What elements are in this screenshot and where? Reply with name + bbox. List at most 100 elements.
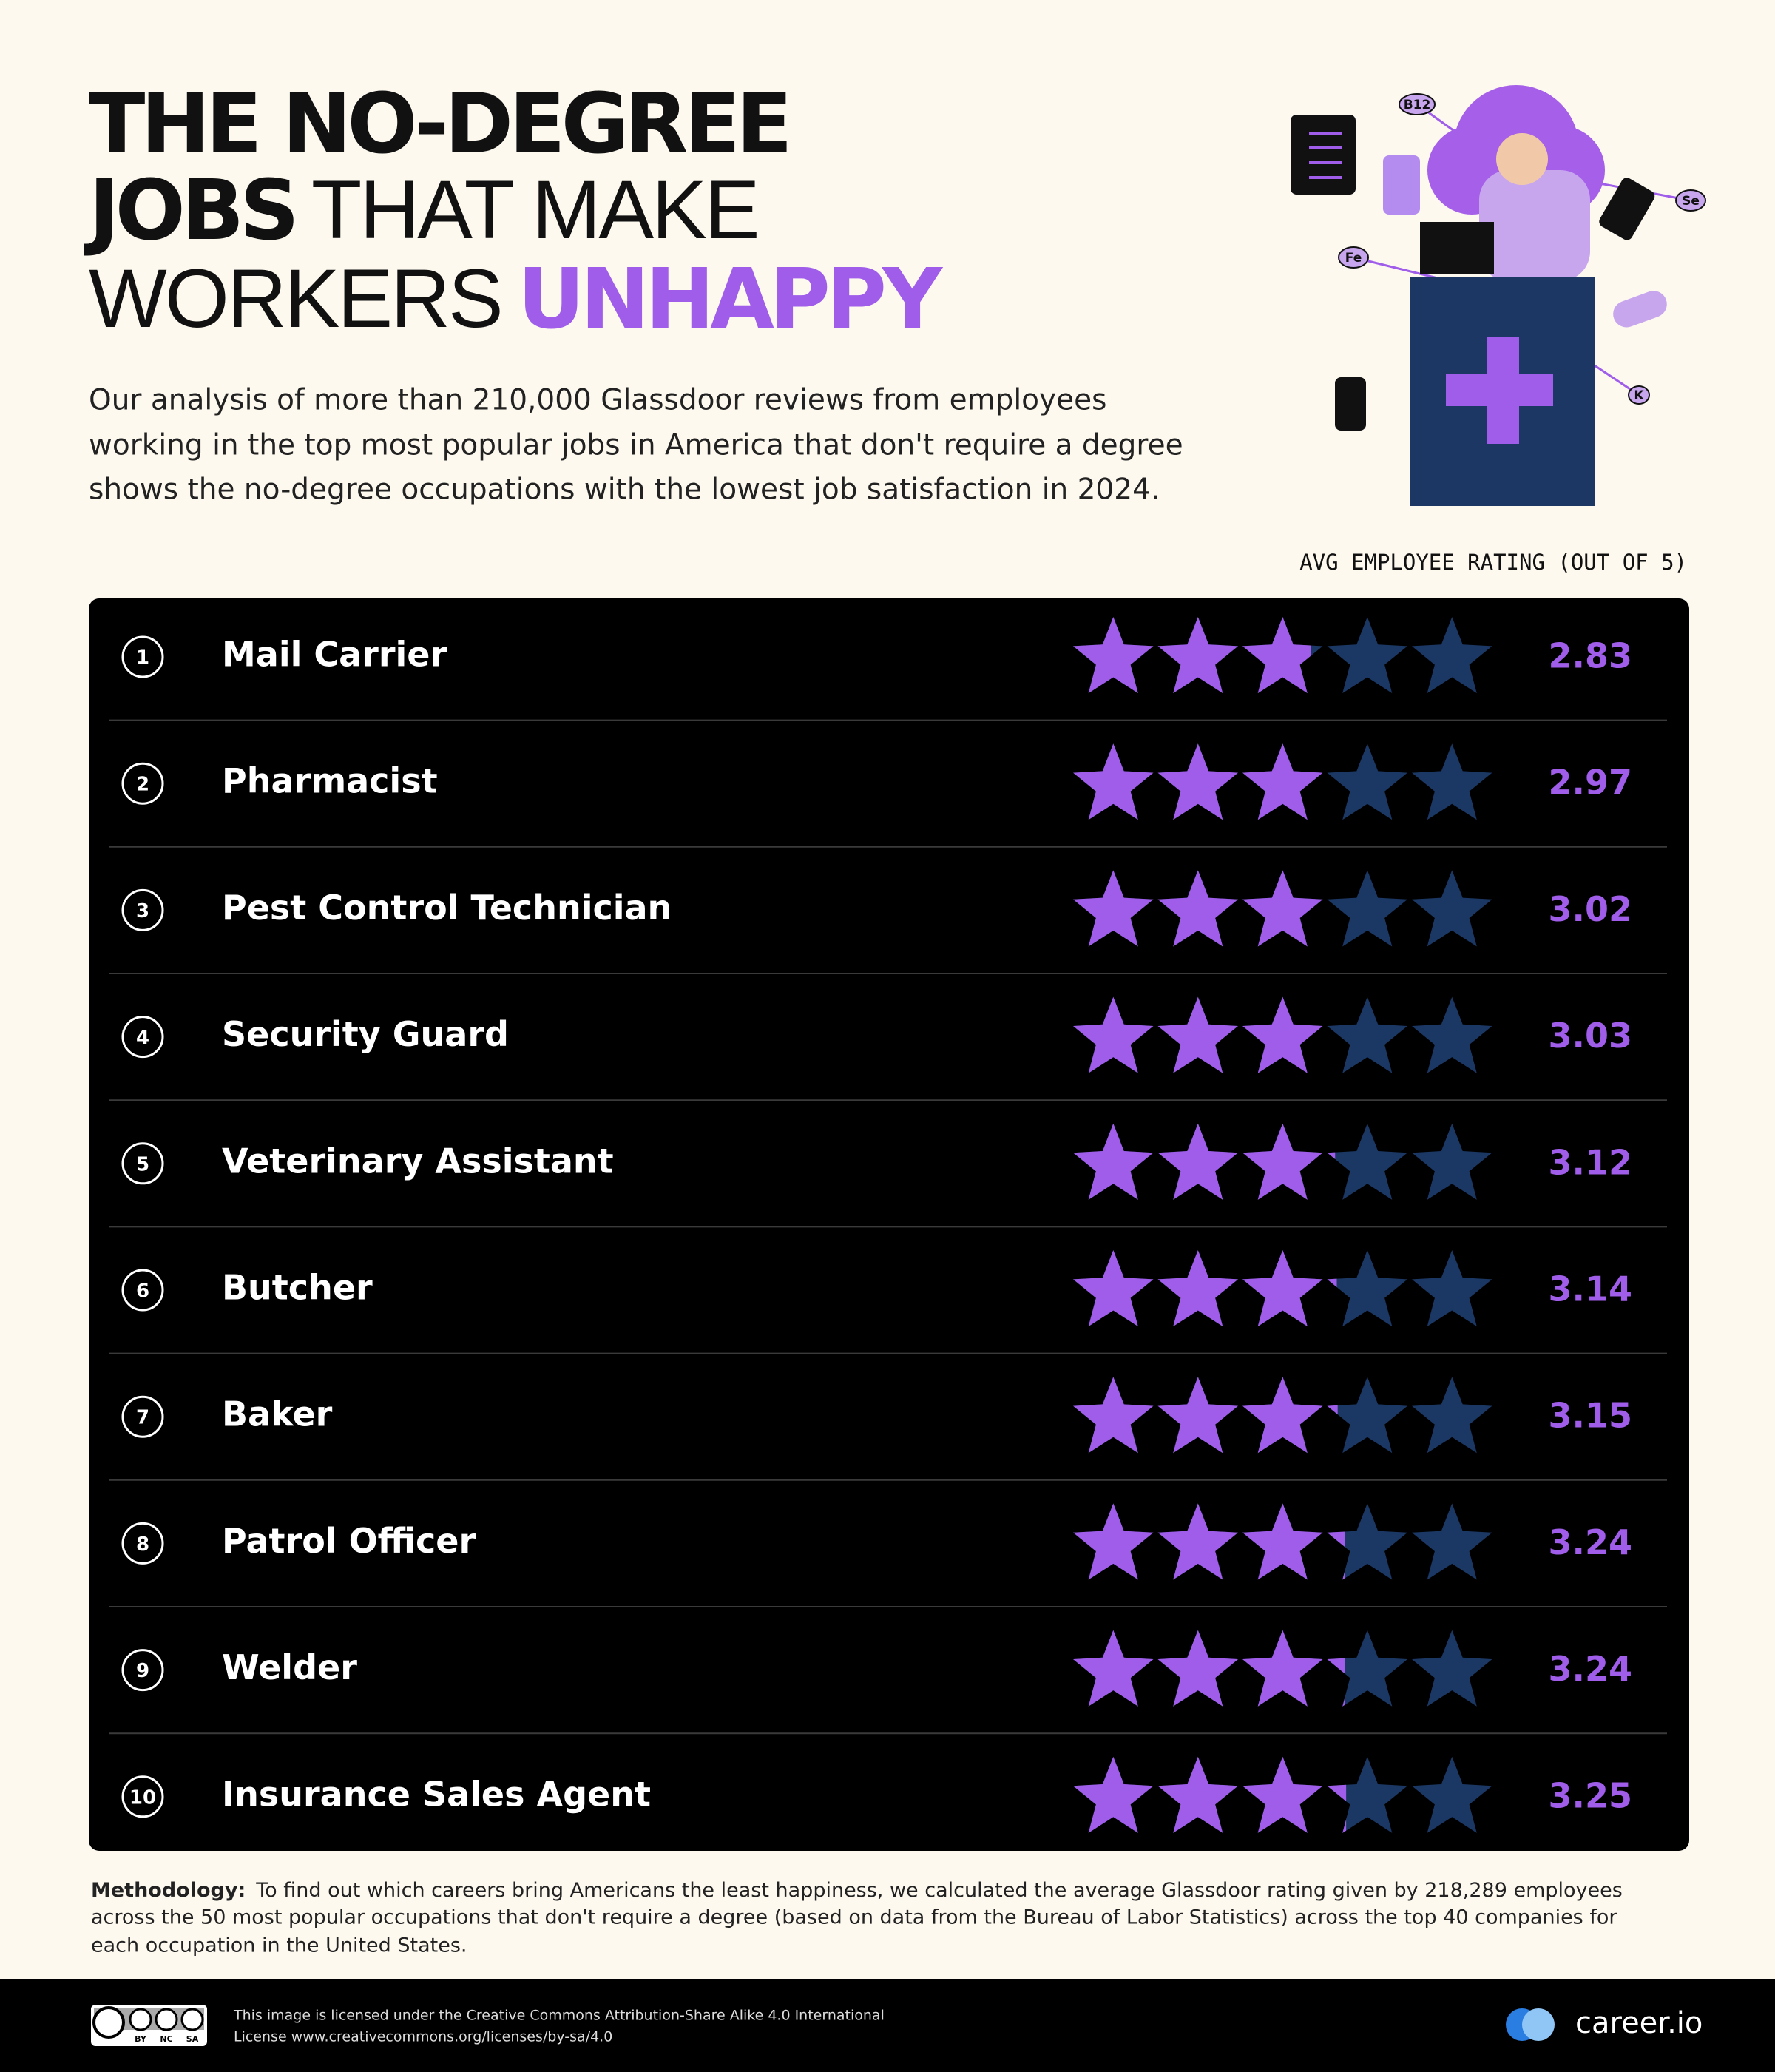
- badge-label: BY: [135, 2034, 147, 2044]
- rank-circle: [121, 1775, 164, 1818]
- star-empty: [1327, 1250, 1407, 1327]
- rows: 1 Mail Carrier 2.83 2 Pharmacist 2.97 3 Pest Co…: [109, 617, 1667, 1833]
- star-fill: [1073, 1250, 1337, 1327]
- rank-circle: [121, 888, 164, 931]
- rank: 10: [129, 1786, 156, 1809]
- rank-circle: [121, 1142, 164, 1185]
- title-part: UNHAPPY: [518, 252, 944, 348]
- rank: 8: [136, 1533, 149, 1556]
- rank-circle: [121, 762, 164, 805]
- star-empty: [1412, 617, 1492, 694]
- category-label: Baker: [222, 1394, 333, 1434]
- star-empty: [1327, 996, 1407, 1073]
- title-line: THE NO-DEGREE: [89, 76, 788, 172]
- value-label: 2.97: [1549, 763, 1633, 803]
- star-fill: [1073, 1503, 1345, 1580]
- star-empty: [1412, 1503, 1492, 1580]
- star-empty: [1412, 870, 1492, 947]
- badge-label: NC: [160, 2034, 172, 2044]
- star-fill: [1073, 1630, 1345, 1707]
- title-line: JOBS THAT MAKE: [84, 163, 758, 259]
- star-fill: [1073, 1756, 1347, 1833]
- category-label: Patrol Officer: [222, 1521, 476, 1561]
- license-line: This image is licensed under the Creativ…: [233, 2008, 885, 2024]
- star-empty: [1327, 1123, 1407, 1200]
- rank-circle: [121, 1016, 164, 1059]
- methodology-line: Methodology: To find out which careers br…: [91, 1879, 1623, 1902]
- star-empty: [1412, 1756, 1492, 1833]
- star-empty: [1412, 1123, 1492, 1200]
- star-empty: [1412, 1630, 1492, 1707]
- methodology-line: across the 50 most popular occupations t…: [91, 1906, 1617, 1929]
- license-line: License www.creativecommons.org/licenses…: [234, 2029, 612, 2045]
- star-fill: [1073, 996, 1328, 1073]
- rank-circle: [121, 1522, 164, 1565]
- rank: 4: [136, 1027, 149, 1049]
- rank: 6: [136, 1280, 149, 1303]
- title-line: WORKERS UNHAPPY: [89, 252, 944, 348]
- star-fill: [1073, 1123, 1336, 1200]
- value-label: 3.02: [1549, 889, 1633, 929]
- star-empty: [1327, 1377, 1407, 1454]
- category-label: Insurance Sales Agent: [222, 1774, 651, 1814]
- rank-circle: [121, 1395, 164, 1438]
- brand-logo: [1506, 2008, 1555, 2041]
- subtitle-line: working in the top most popular jobs in …: [89, 429, 1183, 462]
- illustration-label: Se: [1682, 194, 1700, 209]
- category-label: Pest Control Technician: [222, 888, 672, 928]
- methodology-line: each occupation in the United States.: [91, 1934, 467, 1957]
- category-label: Pharmacist: [222, 761, 438, 801]
- rank: 5: [136, 1153, 149, 1175]
- rank: 3: [136, 900, 149, 922]
- illustration-label: K: [1634, 388, 1644, 403]
- rank: 9: [136, 1660, 149, 1682]
- illustration-label: Fe: [1345, 251, 1362, 266]
- star-empty: [1327, 617, 1407, 694]
- star-empty: [1327, 870, 1407, 947]
- rank: 2: [136, 774, 149, 796]
- value-label: 3.24: [1549, 1522, 1633, 1562]
- category-label: Mail Carrier: [222, 635, 447, 675]
- license-badge: BY NC SA: [91, 2005, 207, 2046]
- title-part: WORKERS: [89, 252, 501, 345]
- rank: 7: [136, 1407, 149, 1429]
- value-label: 3.03: [1549, 1016, 1633, 1056]
- rank: 1: [136, 647, 149, 669]
- title-part: THAT MAKE: [311, 163, 758, 256]
- brand: career.io: [1575, 2006, 1703, 2040]
- subtitle-line: Our analysis of more than 210,000 Glassd…: [89, 384, 1106, 417]
- value-label: 3.12: [1549, 1142, 1633, 1182]
- illustration: B12 Se Fe K: [1291, 85, 1706, 506]
- star-empty: [1412, 1377, 1492, 1454]
- star-empty: [1412, 996, 1492, 1073]
- star-empty: [1327, 743, 1407, 820]
- rank-circle: [121, 635, 164, 678]
- value-label: 2.83: [1549, 636, 1633, 676]
- value-label: 3.15: [1549, 1396, 1633, 1436]
- methodology-label: Methodology:: [91, 1879, 246, 1902]
- star-empty: [1327, 1503, 1407, 1580]
- value-label: 3.24: [1549, 1649, 1633, 1689]
- star-empty: [1327, 1630, 1407, 1707]
- rank-circle: [121, 1269, 164, 1312]
- star-empty: [1327, 1756, 1407, 1833]
- star-fill: [1073, 1377, 1338, 1454]
- star-fill: [1073, 617, 1311, 694]
- category-label: Welder: [222, 1647, 357, 1687]
- star-empty: [1412, 743, 1492, 820]
- star-empty: [1412, 1250, 1492, 1327]
- rank-circle: [121, 1649, 164, 1692]
- category-label: Veterinary Assistant: [222, 1141, 614, 1181]
- badge-label: SA: [186, 2034, 199, 2044]
- value-axis-label: AVG EMPLOYEE RATING (OUT OF 5): [1299, 550, 1687, 575]
- star-fill: [1073, 743, 1323, 820]
- illustration-label: B12: [1404, 98, 1431, 112]
- category-label: Butcher: [222, 1268, 373, 1308]
- value-label: 3.25: [1549, 1775, 1633, 1815]
- category-label: Security Guard: [222, 1014, 509, 1054]
- value-label: 3.14: [1549, 1269, 1633, 1309]
- star-fill: [1073, 870, 1323, 947]
- title-part: JOBS: [84, 163, 295, 259]
- subtitle-line: shows the no-degree occupations with the…: [89, 473, 1160, 507]
